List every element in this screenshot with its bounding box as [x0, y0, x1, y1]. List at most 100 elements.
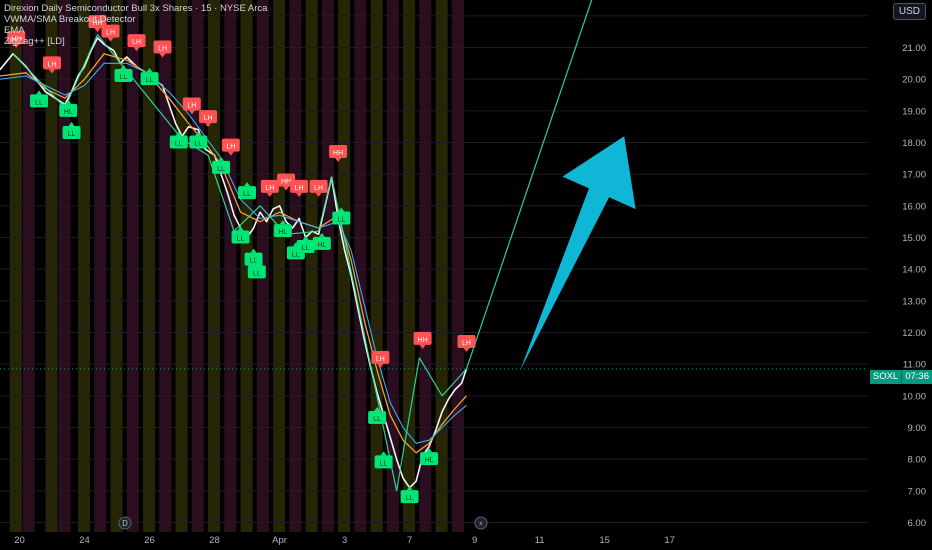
time-tick-label: 15 — [599, 535, 610, 546]
event-glyph: D — [122, 519, 128, 528]
zigzag-label: LH — [221, 138, 240, 156]
zigzag-label-text: HL — [317, 242, 326, 249]
price-tick-label: 16.00 — [902, 201, 926, 212]
session-band — [419, 0, 432, 532]
zigzag-label-pointer — [338, 207, 345, 212]
time-axis[interactable]: 20 24 26 28 Apr 3 7 9 11 15 17 — [14, 535, 675, 546]
zigzag-label-pointer — [380, 451, 387, 456]
session-band — [451, 0, 464, 532]
session-band — [273, 0, 286, 532]
session-band — [240, 0, 253, 532]
zigzag-label-pointer — [107, 37, 114, 42]
zigzag-label: LL — [169, 131, 188, 149]
zigzag-label-box — [329, 145, 348, 158]
zigzag-label-text: LH — [376, 356, 385, 363]
session-band — [370, 0, 383, 532]
zigzag-label-text: HH — [92, 20, 102, 27]
zigzag-label-box — [140, 72, 159, 86]
zigzag-label-pointer — [120, 65, 127, 69]
session-band — [94, 0, 107, 532]
zigzag-label-text: LL — [380, 460, 388, 467]
zigzag-label-pointer — [374, 407, 381, 411]
zigzag-label-pointer — [13, 44, 20, 48]
time-tick-label: 17 — [664, 535, 675, 546]
indicator-ema-label[interactable]: EMA — [4, 25, 25, 36]
price-tick-label: 8.00 — [908, 455, 927, 466]
event-markers[interactable]: D ⚡ — [118, 516, 488, 530]
zigzag-label-box — [114, 69, 133, 82]
time-tick-label: 26 — [144, 535, 155, 546]
price-tick-label: 17.00 — [902, 170, 926, 181]
indicator-vwma-label[interactable]: VWMA/SMA Breakout Detector — [4, 14, 136, 25]
zigzag-label-text: LH — [226, 144, 235, 151]
symbol-title[interactable]: Direxion Daily Semiconductor Bull 3x Sha… — [4, 3, 268, 14]
price-tick-label: 12.00 — [902, 328, 926, 339]
zigzag-label-pointer — [315, 192, 322, 197]
zigzag-label-text: LH — [48, 61, 57, 68]
price-axis-background — [868, 0, 932, 550]
session-band — [305, 0, 318, 532]
zigzag-label-box — [101, 24, 120, 38]
zigzag-label: LH — [153, 40, 172, 58]
zigzag-label: HH — [413, 331, 432, 349]
zigzag-label: LL — [247, 261, 266, 279]
lightning-icon[interactable]: ⚡ — [474, 516, 488, 530]
zigzag-label-box — [290, 179, 309, 193]
session-band — [386, 0, 399, 532]
zigzag-label-text: LL — [292, 251, 300, 258]
time-tick-label: 28 — [209, 535, 220, 546]
zigzag-label-pointer — [195, 131, 202, 136]
session-band — [9, 0, 22, 532]
zigzag-label: LL — [62, 122, 81, 139]
price-tick-label: 13.00 — [902, 296, 926, 307]
zigzag-label-box — [212, 160, 231, 174]
zigzag-label-text: HL — [425, 457, 434, 464]
zigzag-label: HH — [329, 145, 348, 162]
price-axis[interactable]: 6.00 7.00 8.00 9.00 10.00 11.00 12.00 13.00 14.0… — [868, 0, 932, 550]
price-tick-label: 10.00 — [902, 391, 926, 402]
session-band — [354, 0, 367, 532]
zigzag-label-pointer — [406, 486, 413, 491]
zigzag-label: LL — [189, 131, 208, 149]
zigzag-label-box — [371, 350, 390, 364]
zigzag-label-pointer — [133, 47, 140, 52]
zigzag-label-pointer — [335, 158, 342, 162]
currency-button[interactable]: USD — [892, 3, 926, 20]
zigzag-label-text: HH — [418, 337, 428, 344]
zigzag-label-pointer — [266, 192, 273, 197]
dividend-icon[interactable]: D — [118, 516, 132, 530]
zigzag-label-box — [457, 335, 476, 348]
zigzag-label-box — [238, 186, 257, 200]
session-bands — [9, 0, 464, 532]
zigzag-label-pointer — [302, 236, 309, 240]
zigzag-label-text: LL — [406, 495, 414, 502]
indicator-zigzag-label[interactable]: ZigZag++ [LD] — [4, 36, 65, 47]
zigzag-label: LH — [182, 97, 201, 115]
zigzag-label-text: LL — [120, 74, 128, 81]
zigzag-label-pointer — [159, 53, 166, 58]
zigzag-label-box — [413, 331, 432, 345]
session-band — [58, 0, 71, 532]
chart-legend: Direxion Daily Semiconductor Bull 3x Sha… — [4, 3, 267, 47]
event-circle — [474, 516, 488, 530]
zigzag-label: LH — [260, 179, 279, 197]
zigzag-label-pointer — [218, 156, 225, 161]
zigzag-label: HL — [273, 220, 292, 238]
zigzag-label-pointer — [283, 186, 290, 191]
session-band — [78, 0, 91, 532]
zigzag-label-pointer — [175, 131, 182, 136]
price-tick-label: 11.00 — [903, 360, 926, 371]
event-glyph: ⚡ — [478, 519, 483, 528]
zigzag-label-pointer — [244, 182, 251, 187]
zigzag-label: LL — [368, 407, 387, 424]
forecast-arrow — [520, 136, 636, 371]
zigzag-label: HL — [59, 99, 78, 117]
zigzag-label-text: HH — [11, 36, 21, 43]
zigzag-label-pointer — [377, 363, 384, 368]
zigzag-label-pointer — [426, 448, 433, 453]
zigzag-label-pointer — [237, 226, 244, 231]
zigzag-label-pointer — [68, 122, 75, 126]
time-tick-label: 3 — [342, 535, 347, 546]
zigzag-label-box — [420, 452, 439, 466]
